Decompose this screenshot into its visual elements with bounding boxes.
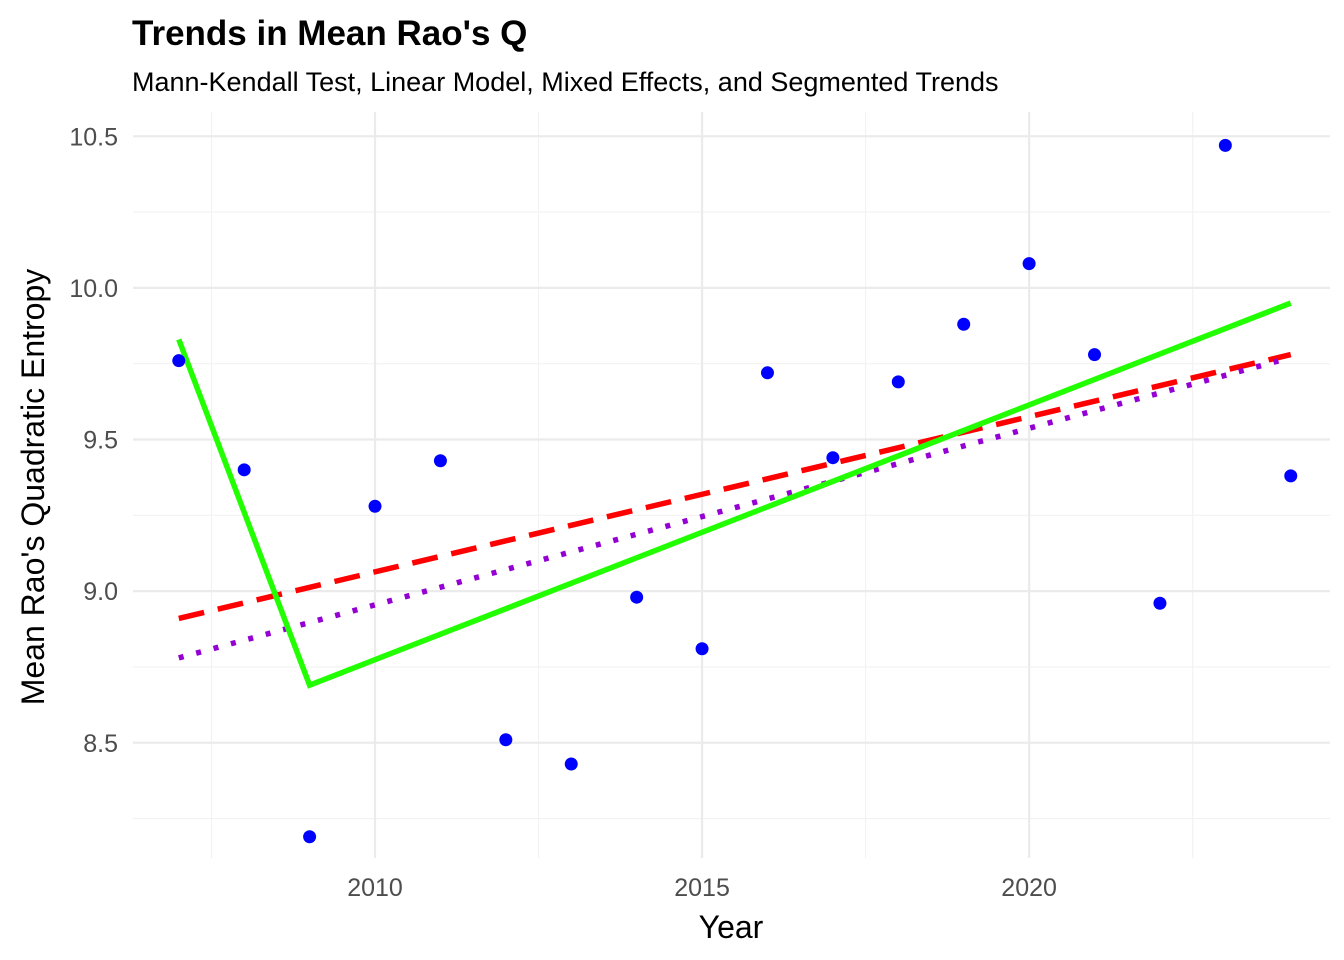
y-axis-tick-labels: 8.5 9.0 9.5 10.0 10.5 [69, 123, 118, 758]
data-point [1284, 469, 1298, 483]
solid-trend-line [176, 300, 1292, 689]
dotted-trend-line [178, 354, 1292, 661]
data-point [1088, 348, 1102, 362]
minor-gridlines [133, 112, 1330, 858]
y-tick-label: 10.0 [69, 275, 118, 303]
x-tick-label: 2010 [347, 874, 403, 902]
data-point [303, 830, 317, 844]
major-gridlines [133, 112, 1330, 858]
data-point [760, 366, 774, 380]
data-point [957, 317, 971, 331]
y-axis-title: Mean Rao's Quadratic Entropy [15, 269, 51, 706]
x-tick-label: 2015 [674, 874, 730, 902]
chart-subtitle: Mann-Kendall Test, Linear Model, Mixed E… [132, 67, 999, 97]
data-point [368, 499, 382, 513]
y-tick-label: 10.5 [69, 123, 118, 151]
data-point [564, 757, 578, 771]
data-point [1153, 596, 1167, 610]
y-tick-label: 8.5 [83, 730, 118, 758]
data-point [891, 375, 905, 389]
data-point [695, 642, 709, 656]
x-tick-label: 2020 [1001, 874, 1057, 902]
data-point [826, 451, 840, 465]
data-point [237, 463, 251, 477]
dashed-trend-line [178, 351, 1292, 622]
trend-lines [176, 300, 1292, 689]
data-point [499, 733, 513, 747]
data-point [172, 354, 186, 368]
data-point [1218, 138, 1232, 152]
data-points [172, 138, 1298, 844]
data-point [630, 590, 644, 604]
y-tick-label: 9.0 [83, 578, 118, 606]
data-point [433, 454, 447, 468]
x-axis-title: Year [699, 909, 764, 945]
y-tick-label: 9.5 [83, 427, 118, 455]
x-axis-tick-labels: 2010 2015 2020 [347, 874, 1057, 902]
chart-title: Trends in Mean Rao's Q [132, 14, 527, 53]
data-point [1022, 257, 1036, 271]
